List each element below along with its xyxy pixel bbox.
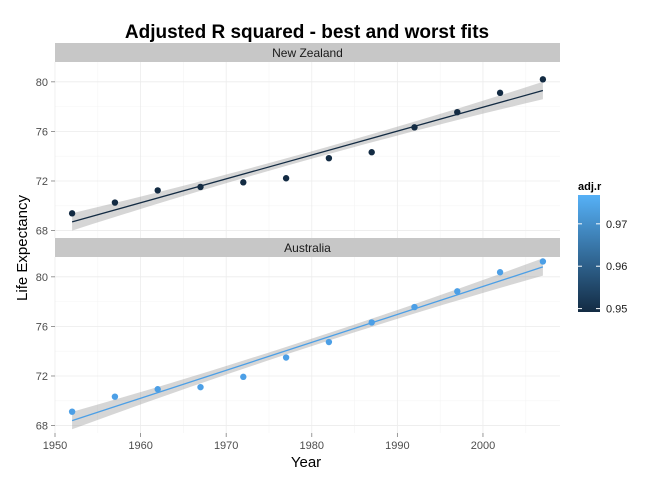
data-point [325,338,333,346]
y-tick-label: 68 [36,421,48,433]
data-point [282,175,290,182]
panel-australia: Australia 68 72 76 80 [36,238,560,433]
regression-line [71,89,544,223]
data-point [111,393,119,400]
facet-strip-label: Australia [284,241,331,255]
y-tick-label: 80 [36,272,48,284]
legend-colorbar [578,195,600,312]
y-tick-label: 72 [36,371,48,383]
data-point [539,258,547,265]
data-point [325,154,333,162]
y-tick-label: 68 [36,226,48,238]
x-tick-label: 1950 [43,440,67,452]
data-point [539,76,547,83]
data-point [496,269,504,276]
x-tick-label: 2000 [471,440,495,452]
data-point [154,187,161,194]
data-point [368,319,375,326]
legend-tick-label: 0.97 [606,219,627,231]
legend-tick-label: 0.95 [606,304,627,316]
data-point [68,210,76,217]
data-point [111,199,119,206]
regression-line [71,266,544,422]
color-legend: adj.r 0.95 0.96 0.97 [578,181,627,316]
x-tick-label: 1990 [385,440,409,452]
data-point [282,354,290,361]
x-tick-label: 1980 [300,440,324,452]
legend-title: adj.r [578,181,602,193]
data-point [240,179,247,186]
y-tick-label: 76 [36,126,48,138]
data-point [197,383,204,391]
facet-strip [55,238,560,257]
facet-strip [55,43,560,62]
x-tick-label: 1970 [214,440,238,452]
data-point [411,124,418,131]
panel-background [55,62,560,238]
y-tick-label: 80 [36,77,48,89]
data-point [240,373,247,381]
chart-title: Adjusted R squared - best and worst fits [125,22,489,43]
y-tick-label: 72 [36,176,48,188]
data-point [454,288,461,295]
x-axis-title: Year [291,454,321,471]
panel-new-zealand: New Zealand 68 72 76 80 [36,43,560,238]
data-point [68,408,76,415]
y-tick-label: 76 [36,321,48,333]
data-point [496,89,504,97]
data-point [197,183,204,191]
legend-tick-label: 0.96 [606,261,627,273]
data-point [154,386,161,393]
data-point [368,149,375,156]
y-axis-title: Life Expectancy [14,195,31,301]
x-tick-label: 1960 [128,440,152,452]
panel-background [55,257,560,433]
data-point [411,303,418,311]
facet-strip-label: New Zealand [272,46,343,60]
data-point [454,108,461,116]
